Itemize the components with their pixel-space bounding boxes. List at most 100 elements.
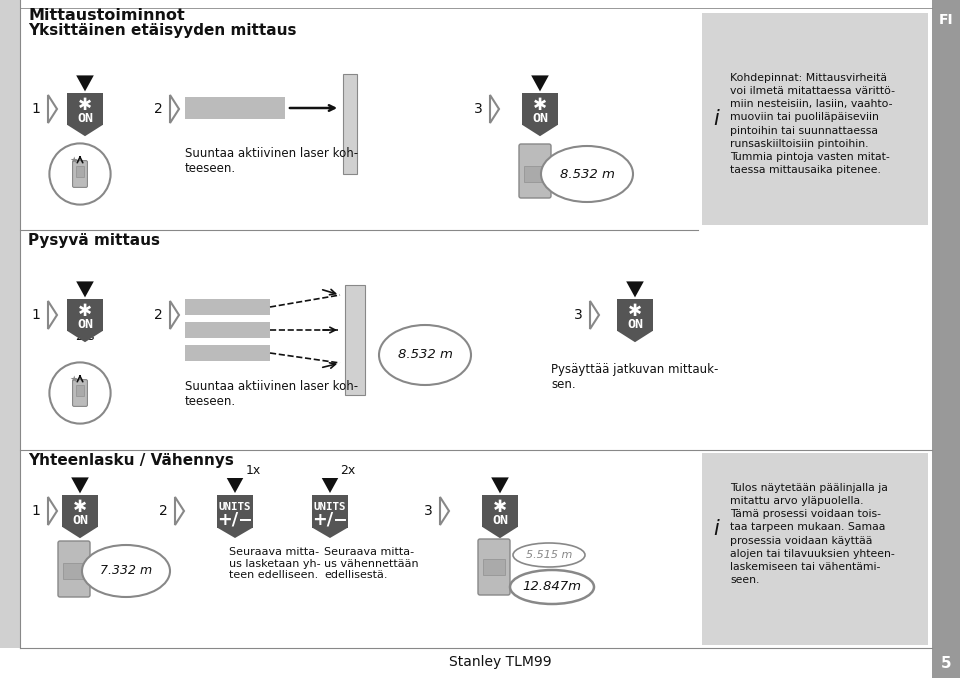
Text: 3: 3 [574, 308, 583, 322]
Text: Yksittäinen etäisyyden mittaus: Yksittäinen etäisyyden mittaus [28, 22, 297, 37]
Polygon shape [312, 527, 348, 538]
Bar [67, 93, 103, 125]
Text: i: i [713, 109, 719, 129]
Polygon shape [76, 75, 94, 92]
Bar [20, 450, 698, 648]
FancyBboxPatch shape [58, 541, 90, 597]
Text: ✱: ✱ [78, 302, 92, 320]
Text: ON: ON [627, 318, 643, 331]
Text: ✱: ✱ [73, 498, 87, 516]
Text: 2: 2 [158, 504, 167, 518]
Text: UNITS: UNITS [219, 502, 252, 511]
Polygon shape [76, 281, 94, 298]
Text: 2 s: 2 s [76, 330, 94, 344]
Text: 1x: 1x [246, 464, 260, 477]
FancyBboxPatch shape [519, 144, 551, 198]
Text: +/−: +/− [217, 511, 252, 528]
Text: Kohdepinnat: Mittausvirheitä
voi ilmetä mitattaessa värittö-
miin nesteisiin, la: Kohdepinnat: Mittausvirheitä voi ilmetä … [730, 73, 895, 175]
Text: ★: ★ [69, 156, 78, 165]
FancyBboxPatch shape [73, 161, 87, 187]
Bar [76, 385, 84, 395]
Polygon shape [531, 75, 549, 92]
Polygon shape [67, 331, 103, 342]
Text: ★: ★ [69, 375, 78, 384]
Ellipse shape [82, 545, 170, 597]
Polygon shape [62, 527, 98, 538]
Text: 3: 3 [473, 102, 482, 116]
Ellipse shape [379, 325, 471, 385]
Bar [702, 453, 928, 645]
Polygon shape [322, 478, 338, 493]
Bar [312, 494, 348, 527]
Bar [524, 166, 546, 182]
Text: ON: ON [77, 112, 93, 125]
Bar [67, 299, 103, 331]
Polygon shape [617, 331, 653, 342]
Text: ON: ON [532, 112, 548, 125]
Text: ON: ON [77, 318, 93, 331]
Bar [932, 0, 960, 678]
Bar [20, 230, 698, 450]
Text: i: i [713, 519, 719, 539]
Bar [185, 97, 285, 119]
Text: 7.332 m: 7.332 m [100, 565, 152, 578]
FancyBboxPatch shape [73, 380, 87, 406]
Text: 1: 1 [32, 504, 40, 518]
Circle shape [49, 363, 110, 424]
Text: ✱: ✱ [628, 302, 642, 320]
Bar [617, 299, 653, 331]
Text: 1: 1 [32, 308, 40, 322]
Polygon shape [482, 527, 517, 538]
Bar [217, 494, 253, 527]
Text: 2x: 2x [341, 464, 355, 477]
Bar [522, 93, 558, 125]
Text: Pysyvä mittaus: Pysyvä mittaus [28, 233, 160, 247]
Bar [483, 559, 505, 575]
Bar [185, 322, 270, 338]
Polygon shape [71, 477, 88, 494]
Polygon shape [626, 281, 644, 298]
Circle shape [49, 144, 110, 205]
Text: UNITS: UNITS [314, 502, 347, 511]
Text: Seuraava mitta-
us lasketaan yh-
teen edelliseen.: Seuraava mitta- us lasketaan yh- teen ed… [229, 547, 321, 580]
Text: Stanley TLM99: Stanley TLM99 [448, 655, 551, 669]
Text: +/−: +/− [312, 511, 348, 528]
FancyBboxPatch shape [478, 539, 510, 595]
Bar [702, 235, 928, 445]
Text: 12.847m: 12.847m [522, 580, 582, 593]
Polygon shape [217, 527, 253, 538]
Text: 1: 1 [32, 102, 40, 116]
Bar [0, 0, 20, 648]
Text: Tulos näytetään päälinjalla ja
mitattu arvo yläpuolella.
Tämä prosessi voidaan t: Tulos näytetään päälinjalla ja mitattu a… [730, 483, 895, 585]
Bar [702, 13, 928, 225]
Text: ON: ON [492, 514, 508, 527]
Text: Seuraava mitta-
us vähennettään
edellisestä.: Seuraava mitta- us vähennettään edellise… [324, 547, 419, 580]
Polygon shape [67, 125, 103, 136]
Polygon shape [227, 478, 243, 493]
Text: Mittaustoiminnot: Mittaustoiminnot [28, 9, 184, 24]
Bar [185, 345, 270, 361]
Text: Pysäyttää jatkuvan mittauk-
sen.: Pysäyttää jatkuvan mittauk- sen. [551, 363, 719, 391]
Bar [62, 495, 98, 527]
Text: FI: FI [939, 13, 953, 27]
Ellipse shape [541, 146, 633, 202]
Text: 2: 2 [154, 102, 162, 116]
Bar [482, 495, 517, 527]
Bar [63, 563, 85, 579]
Bar [76, 166, 84, 176]
Text: 5.515 m: 5.515 m [526, 550, 572, 560]
Polygon shape [492, 477, 509, 494]
Bar [345, 285, 365, 395]
Text: 8.532 m: 8.532 m [560, 167, 614, 180]
Ellipse shape [513, 543, 585, 567]
Bar [185, 299, 270, 315]
Text: ON: ON [72, 514, 88, 527]
Polygon shape [522, 125, 558, 136]
Text: 3: 3 [423, 504, 432, 518]
Ellipse shape [510, 570, 594, 604]
Text: ✱: ✱ [492, 498, 507, 516]
Text: 2: 2 [154, 308, 162, 322]
Bar [20, 8, 698, 230]
Bar [343, 74, 357, 174]
Text: ✱: ✱ [78, 96, 92, 114]
